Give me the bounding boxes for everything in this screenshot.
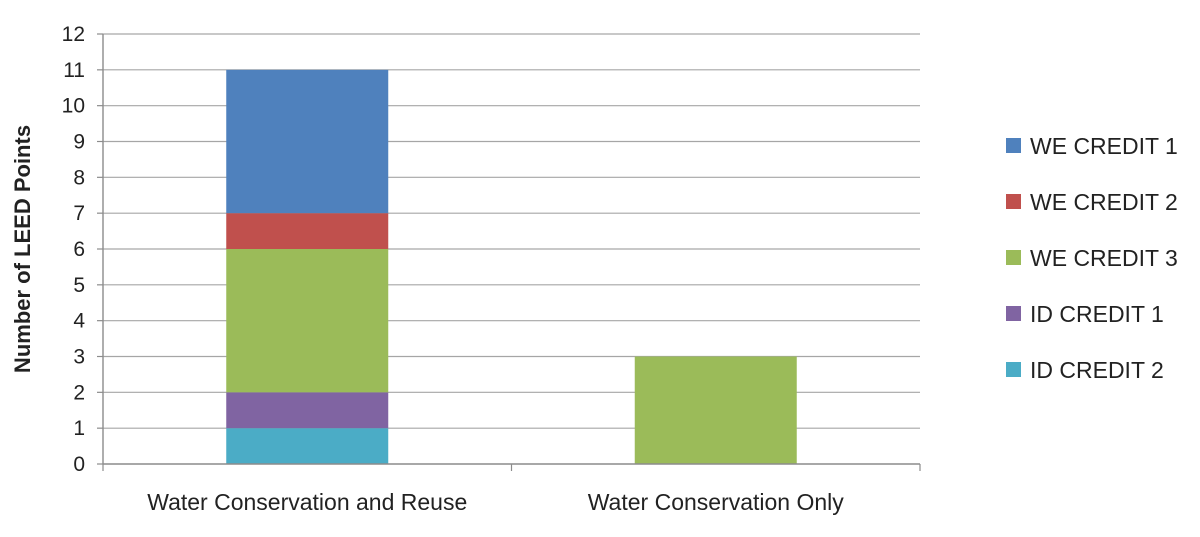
y-tick-label: 5	[73, 274, 85, 297]
legend-label: WE CREDIT 3	[1030, 245, 1178, 271]
legend-swatch	[1006, 250, 1021, 265]
legend-swatch	[1006, 138, 1021, 153]
y-tick-label: 0	[73, 453, 85, 476]
legend-label: ID CREDIT 2	[1030, 357, 1164, 383]
x-category-label: Water Conservation and Reuse	[147, 489, 467, 515]
legend-label: ID CREDIT 1	[1030, 301, 1164, 327]
x-category-label: Water Conservation Only	[588, 489, 845, 515]
axes	[97, 33, 921, 471]
bar-segment	[226, 249, 389, 393]
bar-segment	[226, 69, 389, 214]
y-tick-label: 10	[62, 95, 85, 118]
legend-label: WE CREDIT 1	[1030, 133, 1178, 159]
y-axis-title: Number of LEED Points	[10, 125, 35, 373]
y-tick-label: 6	[73, 238, 85, 261]
bar-segment	[226, 428, 389, 464]
legend: WE CREDIT 1 WE CREDIT 2 WE CREDIT 3 ID CRED…	[1006, 133, 1178, 383]
y-tick-label: 12	[62, 23, 85, 46]
gridlines	[103, 33, 920, 429]
y-tick-label: 11	[63, 59, 85, 82]
legend-swatch	[1006, 362, 1021, 377]
legend-label: WE CREDIT 2	[1030, 189, 1178, 215]
y-tick-label: 1	[73, 417, 85, 440]
legend-swatch	[1006, 306, 1021, 321]
bar-segment	[634, 356, 797, 464]
y-tick-label: 3	[73, 346, 85, 369]
bars	[226, 69, 797, 464]
x-category-labels: Water Conservation and Reuse Water Conser…	[147, 489, 844, 515]
bar-segment	[226, 213, 389, 249]
legend-swatch	[1006, 194, 1021, 209]
y-tick-label: 2	[73, 381, 85, 404]
y-tick-label: 4	[73, 310, 85, 333]
y-tick-label: 9	[73, 131, 85, 154]
y-tick-label: 7	[73, 202, 85, 225]
bar-segment	[226, 392, 389, 429]
y-tick-label: 8	[73, 166, 85, 189]
